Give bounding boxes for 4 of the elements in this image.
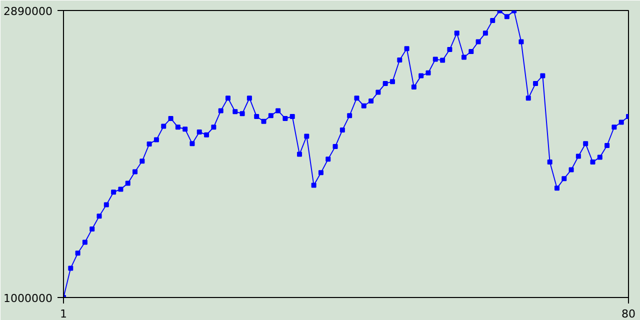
y-tick-label: 1000000 [4,292,53,305]
x-tick-label: 1 [60,308,67,320]
y-tick-label: 2890000 [4,5,53,18]
x-tick-label: 80 [622,308,636,320]
